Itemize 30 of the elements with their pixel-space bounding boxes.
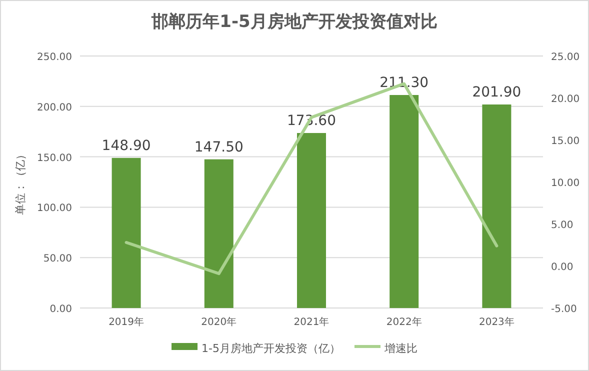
y-tick-label: 150.00	[37, 152, 72, 164]
y2-tick-label: 5.00	[551, 220, 574, 231]
legend-label: 1-5月房地产开发投资（亿）	[202, 342, 340, 355]
legend-label: 增速比	[383, 342, 418, 355]
y-tick-label: 200.00	[37, 102, 72, 114]
y-tick-label: 50.00	[43, 254, 72, 265]
y-tick-label: 100.00	[37, 203, 72, 214]
y2-tick-label: 15.00	[551, 136, 580, 147]
bar	[204, 159, 234, 308]
x-tick-label: 2020年	[201, 316, 237, 328]
x-tick-label: 2019年	[108, 316, 144, 328]
y2-tick-label: 0.00	[551, 262, 574, 273]
bar	[112, 158, 141, 308]
bar	[297, 133, 326, 308]
y2-tick-label: 10.00	[551, 178, 580, 189]
x-tick-label: 2021年	[294, 316, 330, 328]
x-tick-label: 2022年	[386, 316, 422, 328]
y-tick-label: 250.00	[37, 52, 72, 63]
bar	[390, 95, 419, 308]
chart-title: 邯郸历年1-5月房地产开发投资值对比	[150, 12, 438, 32]
y2-tick-label: -5.00	[551, 304, 577, 315]
y-tick-label: 0.00	[50, 304, 72, 315]
data-label: 148.90	[102, 138, 151, 154]
data-label: 147.50	[194, 139, 244, 156]
x-tick-label: 2023年	[478, 316, 514, 328]
bar	[482, 104, 512, 308]
y2-tick-label: 20.00	[551, 94, 580, 105]
y2-tick-label: 25.00	[551, 52, 580, 63]
data-label: 201.90	[472, 84, 522, 100]
y-axis-title: 单位：（亿）	[14, 149, 27, 215]
